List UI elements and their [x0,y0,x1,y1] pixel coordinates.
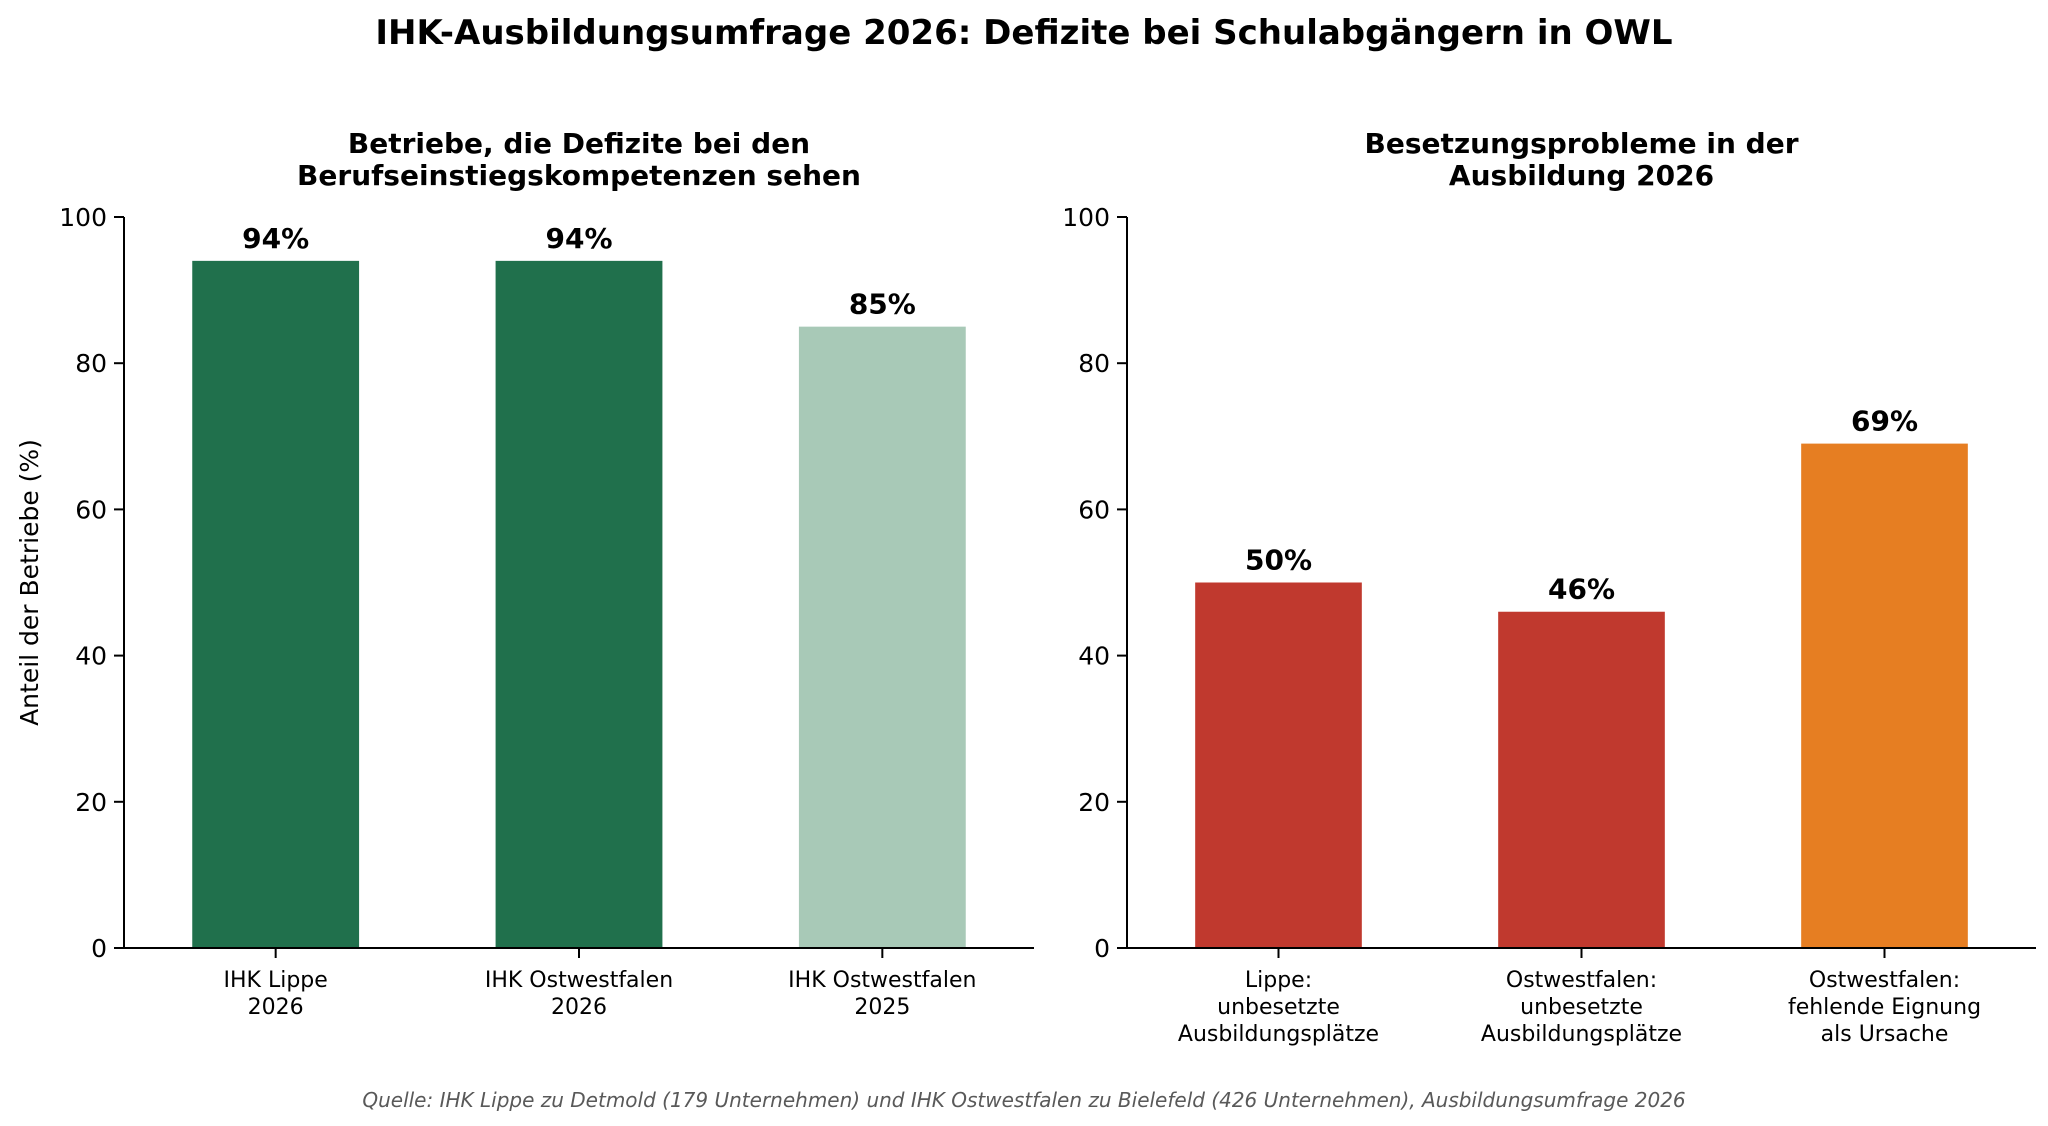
x-tick-label: 2025 [854,995,910,1020]
y-tick-label: 100 [59,203,107,232]
x-tick-label: unbesetzte [1520,995,1643,1020]
bar-value-label: 69% [1851,405,1918,438]
x-tick-label: 2026 [551,995,607,1020]
panel-title-line: Betriebe, die Defizite bei den [348,127,810,160]
y-tick-label: 80 [1078,349,1110,378]
x-tick-label: unbesetzte [1217,995,1340,1020]
y-tick-label: 0 [1094,934,1110,963]
y-tick-label: 80 [75,349,107,378]
y-tick-label: 40 [1078,642,1110,671]
x-tick-label: Ausbildungsplätze [1178,1022,1379,1047]
bar [192,260,360,948]
x-tick-label: fehlende Eignung [1788,995,1981,1020]
y-tick-label: 20 [1078,788,1110,817]
y-tick-label: 20 [75,788,107,817]
panel-title-line: Ausbildung 2026 [1449,159,1714,192]
chart-panel-defizite: Betriebe, die Defizite bei denBerufseins… [15,127,1034,1020]
panel-title-line: Berufseinstiegskompetenzen sehen [297,159,861,192]
x-tick-label: IHK Ostwestfalen [788,968,976,993]
y-tick-label: 60 [75,495,107,524]
y-axis-label: Anteil der Betriebe (%) [15,439,44,726]
x-tick-label: Ostwestfalen: [1506,968,1657,993]
x-tick-label: Lippe: [1245,968,1312,993]
x-tick-label: als Ursache [1821,1022,1949,1047]
bar-value-label: 94% [545,222,612,255]
bar-value-label: 85% [849,288,916,321]
bar [798,326,966,948]
y-tick-label: 60 [1078,495,1110,524]
figure-title: IHK-Ausbildungsumfrage 2026: Defizite be… [375,13,1672,53]
bar [495,260,663,948]
bar [1801,443,1968,948]
y-tick-label: 100 [1062,203,1110,232]
x-tick-label: Ostwestfalen: [1809,968,1960,993]
x-tick-label: 2026 [248,995,304,1020]
x-tick-label: IHK Lippe [224,968,328,993]
bar [1195,582,1362,948]
bar-value-label: 46% [1548,573,1615,606]
bar [1498,611,1665,948]
bar-value-label: 94% [242,222,309,255]
panel-title-line: Besetzungsprobleme in der [1365,127,1799,160]
x-tick-label: IHK Ostwestfalen [485,968,673,993]
source-note: Quelle: IHK Lippe zu Detmold (179 Untern… [362,1088,1685,1112]
y-tick-label: 0 [91,934,107,963]
y-tick-label: 40 [75,642,107,671]
bar-value-label: 50% [1245,544,1312,577]
x-tick-label: Ausbildungsplätze [1481,1022,1682,1047]
